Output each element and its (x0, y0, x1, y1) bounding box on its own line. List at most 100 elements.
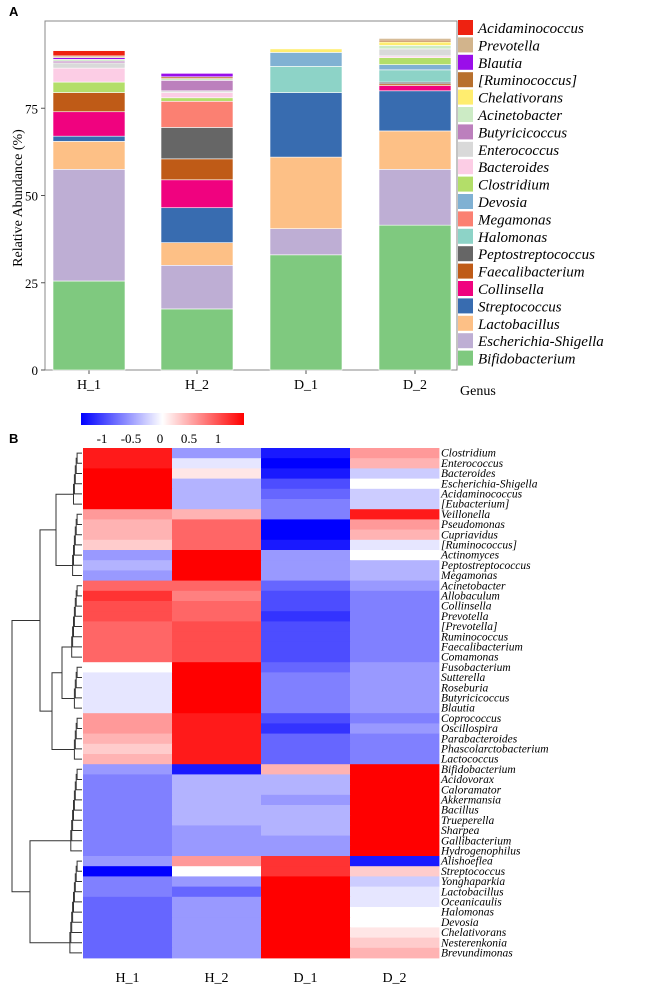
legend-swatch-Devosia (458, 194, 473, 209)
heatmap-cell-Collinsella-D_2 (350, 601, 440, 612)
heatmap-row-label: Veillonella (441, 509, 490, 521)
heatmap-cell-Blautia-D_2 (350, 703, 440, 714)
heatmap-cell-Phascolarctobacterium-D_1 (261, 743, 351, 755)
legend-swatch-Streptococcus (458, 298, 473, 314)
heatmap-cell-Trueperella-D_2 (350, 815, 440, 826)
bar-segment-D_2-Enterococcus (378, 48, 452, 57)
heatmap-cell-Bifidobacterium-D_1 (261, 764, 351, 775)
heatmap-cell-[Eubacterium]-D_2 (350, 499, 440, 510)
x-tick-label: H_1 (77, 378, 101, 393)
heatmap-cell-Acinetobacter-H_2 (172, 580, 262, 592)
heatmap-cell-Brevundimonas-D_2 (350, 947, 440, 959)
heatmap-cell-Trueperella-H_1 (83, 815, 173, 826)
bar-segment-D_2-Streptococcus (378, 90, 452, 132)
heatmap-cell-Oceanicaulis-H_2 (172, 896, 262, 908)
heatmap-cell-Acidaminococcus-D_2 (350, 488, 440, 500)
heatmap-cell-Trueperella-H_2 (172, 815, 262, 826)
x-tick-label: D_1 (294, 378, 318, 393)
heatmap-cell-Alishoeflea-H_2 (172, 856, 262, 867)
heatmap-cell-Oscillospira-D_1 (261, 723, 351, 734)
heatmap-cell-Allobaculum-H_1 (83, 590, 173, 602)
heatmap-cell-Gallibacterium-H_2 (172, 835, 262, 847)
heatmap-cell-Lactococcus-D_1 (261, 754, 351, 765)
heatmap-cell-Sharpea-H_2 (172, 825, 262, 836)
heatmap-cell-Megamonas-D_2 (350, 570, 440, 581)
legend-swatch-Acidaminococcus (458, 20, 473, 35)
x-tick-label: H_2 (185, 378, 209, 393)
heatmap-cell-Pseudomonas-H_1 (83, 519, 173, 530)
heatmap-cell-Alishoeflea-D_1 (261, 856, 351, 867)
bar-segment-D_1-Lactobacillus (269, 156, 343, 229)
heatmap-cell-Akkermansia-H_2 (172, 794, 262, 806)
heatmap-cell-[Prevotella]-H_2 (172, 621, 262, 632)
heatmap-row-label: Sharpea (441, 825, 480, 837)
heatmap-cell-[Ruminococcus]-D_1 (261, 539, 351, 551)
heatmap-cell-Streptococcus-H_2 (172, 866, 262, 877)
heatmap-row-label: Collinsella (441, 601, 492, 613)
heatmap-cell-Caloramator-H_1 (83, 784, 173, 796)
heatmap-cell-Lactococcus-H_2 (172, 754, 262, 765)
heatmap-row-label: Roseburia (440, 682, 489, 694)
heatmap-cell-Coprococcus-D_1 (261, 713, 351, 724)
heatmap-cell-Acinetobacter-D_1 (261, 580, 351, 592)
heatmap-row-label: Blautia (441, 703, 475, 715)
heatmap-cell-Phascolarctobacterium-H_2 (172, 743, 262, 755)
heatmap-cell-Lactobacillus-D_2 (350, 886, 440, 898)
heatmap-row-label: Halomonas (440, 907, 495, 919)
heatmap-row-label: Alishoeflea (440, 856, 493, 868)
heatmap-cell-Veillonella-H_1 (83, 509, 173, 520)
heatmap-row-label: Pseudomonas (440, 519, 505, 531)
legend-label: Bifidobacterium (478, 352, 576, 368)
heatmap-cell-Enterococcus-D_2 (350, 458, 440, 469)
heatmap-cell-Oscillospira-D_2 (350, 723, 440, 734)
heatmap-cell-Bacillus-D_2 (350, 805, 440, 816)
heatmap-cell-Devosia-D_2 (350, 917, 440, 928)
heatmap-column-label: D_1 (293, 971, 317, 986)
heatmap-cell-Collinsella-H_2 (172, 601, 262, 612)
heatmap-cell-Lactococcus-D_2 (350, 754, 440, 765)
heatmap-cell-Escherichia-Shigella-D_1 (261, 478, 351, 490)
heatmap-cell-[Prevotella]-H_1 (83, 621, 173, 632)
bar-segment-H_2-Butyricicoccus (160, 80, 234, 92)
heatmap-cell-Nesterenkonia-D_1 (261, 937, 351, 949)
heatmap-cell-Butyricicoccus-D_1 (261, 692, 351, 704)
bar-segment-D_2-Prevotella (378, 38, 452, 41)
heatmap-cell-Bifidobacterium-H_2 (172, 764, 262, 775)
heatmap-row-label: Gallibacterium (441, 835, 511, 847)
bar-segment-H_2-Streptococcus (160, 207, 234, 243)
heatmap-cell-Acidovorax-D_1 (261, 774, 351, 785)
legend-label: Megamonas (477, 212, 551, 228)
heatmap-row-label: Enterococcus (440, 458, 504, 470)
bar-segment-D_1-Devosia (269, 52, 343, 67)
heatmap-cell-Sutterella-H_1 (83, 672, 173, 683)
heatmap-row-label: Oceanicaulis (441, 897, 502, 909)
legend-label: Streptococcus (478, 299, 562, 315)
heatmap-cell-Parabacteroides-H_2 (172, 733, 262, 745)
bar-segment-D_1-Chelativorans (269, 48, 343, 53)
heatmap-cell-[Eubacterium]-H_1 (83, 499, 173, 510)
bar-segment-D_2-Lactobacillus (378, 130, 452, 170)
heatmap-cell-Hydrogenophilus-H_2 (172, 845, 262, 857)
legend-label: Acidaminococcus (477, 21, 584, 37)
heatmap-cell-Pseudomonas-H_2 (172, 519, 262, 530)
heatmap-row-label: Akkermansia (440, 795, 501, 807)
heatmap-row-label: Bacteroides (441, 468, 496, 480)
heatmap-cell-Nesterenkonia-H_2 (172, 937, 262, 949)
heatmap-cell-Hydrogenophilus-D_2 (350, 845, 440, 857)
heatmap-cell-Halomonas-D_1 (261, 907, 351, 918)
bar-segment-D_2-Chelativorans (378, 41, 452, 46)
heatmap-cell-Devosia-H_1 (83, 917, 173, 928)
bar-segment-D_1-Halomonas (269, 66, 343, 93)
heatmap-cell-Hydrogenophilus-H_1 (83, 845, 173, 857)
heatmap-chart: -1 -0.5 0 0.5 1 ClostridiumEnterococcusBacte… (11, 413, 549, 986)
heatmap-cell-Alishoeflea-H_1 (83, 856, 173, 867)
bar-segment-H_2-Blautia (160, 73, 234, 78)
heatmap-cell-Gallibacterium-D_1 (261, 835, 351, 847)
legend-label: Acinetobacter (477, 108, 562, 124)
heatmap-cell-Sharpea-D_1 (261, 825, 351, 836)
heatmap-cell-Bifidobacterium-D_2 (350, 764, 440, 775)
heatmap-cell-Parabacteroides-H_1 (83, 733, 173, 745)
heatmap-row-label: Brevundimonas (441, 948, 513, 960)
heatmap-cell-Blautia-H_2 (172, 703, 262, 714)
heatmap-row-label: Butyricicoccus (441, 693, 510, 705)
